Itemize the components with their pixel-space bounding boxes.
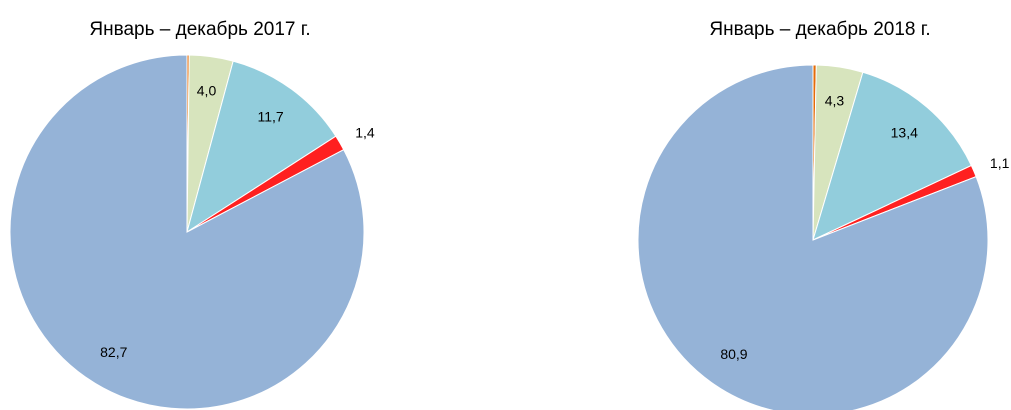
pie-slice xyxy=(812,71,973,241)
chart-title: Январь – декабрь 2018 г. xyxy=(709,19,930,40)
data-label: 4,0 xyxy=(197,82,217,98)
data-label: 80,9 xyxy=(720,346,747,362)
data-label: 13,4 xyxy=(891,125,918,141)
data-label: 4,3 xyxy=(825,92,845,108)
data-label: 1,4 xyxy=(355,125,375,141)
data-label: 1,1 xyxy=(990,155,1010,171)
pie-slice xyxy=(637,64,989,410)
pie-slice xyxy=(9,54,365,410)
data-label: 11,7 xyxy=(257,108,283,124)
data-label: 82,7 xyxy=(100,344,127,360)
chart-title: Январь – декабрь 2017 г. xyxy=(89,19,310,40)
pie-slice xyxy=(186,60,337,234)
